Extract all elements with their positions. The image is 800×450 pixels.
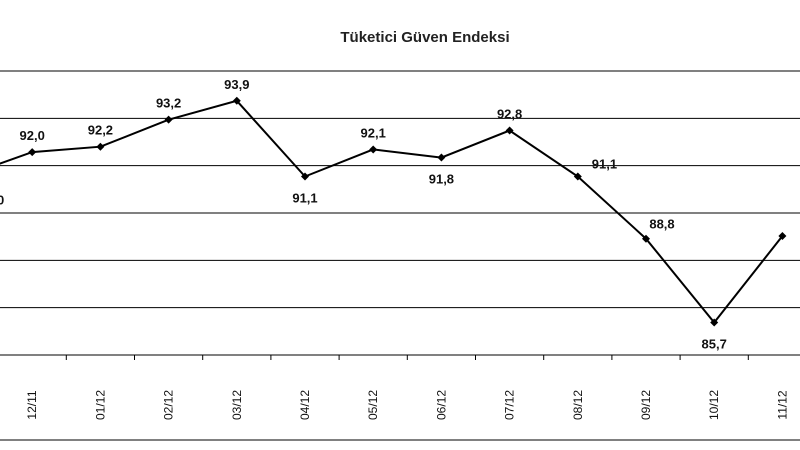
data-label: 91,1 [292, 190, 317, 205]
data-label: 92,0 [20, 128, 45, 143]
data-label: 93,9 [224, 77, 249, 92]
data-point [369, 145, 378, 154]
x-tick-label: 12/11 [25, 390, 39, 419]
data-point [642, 234, 650, 243]
data-label: 91,1 [592, 156, 617, 171]
data-label: 88,8 [649, 217, 674, 232]
data-point [232, 96, 241, 105]
data-point [573, 172, 582, 181]
data-label-partial: 0 [0, 192, 4, 207]
data-labels: 92,0 92,2 93,2 93,9 91,1 92,1 91,8 92,8 91,1 88,8… [0, 77, 727, 352]
x-tick-label: 02/12 [162, 390, 176, 420]
chart-title: Tüketici Güven Endeksi [340, 29, 509, 46]
x-tick-label: 10/12 [707, 390, 721, 420]
x-tick-label: 11/12 [775, 390, 789, 419]
data-label: 92,8 [497, 107, 522, 122]
data-label: 92,2 [88, 123, 113, 138]
x-tick-label: 09/12 [639, 390, 653, 420]
data-point [505, 126, 514, 135]
x-tick-label: 06/12 [434, 390, 448, 420]
x-tick-label: 05/12 [366, 390, 380, 420]
series-line [0, 96, 787, 327]
data-point [96, 142, 105, 151]
x-tick-label: 08/12 [571, 390, 585, 420]
data-point [437, 153, 446, 162]
data-label: 92,1 [361, 125, 386, 140]
data-point [164, 115, 173, 124]
x-tick-label: 07/12 [503, 390, 517, 420]
data-point [778, 231, 787, 240]
x-tick-labels: 11/1112/1101/1202/1203/1204/1205/1206/12… [25, 390, 789, 420]
x-axis [65, 355, 749, 360]
data-point [710, 318, 719, 327]
data-label: 93,2 [156, 96, 181, 111]
data-label: 91,8 [429, 172, 454, 187]
data-point [301, 172, 309, 181]
gridlines [0, 70, 800, 356]
data-point [28, 148, 37, 157]
x-tick-label: 01/12 [93, 390, 107, 420]
x-tick-label: 03/12 [230, 390, 244, 420]
x-tick-label: 04/12 [298, 390, 312, 420]
data-label: 85,7 [702, 337, 727, 352]
